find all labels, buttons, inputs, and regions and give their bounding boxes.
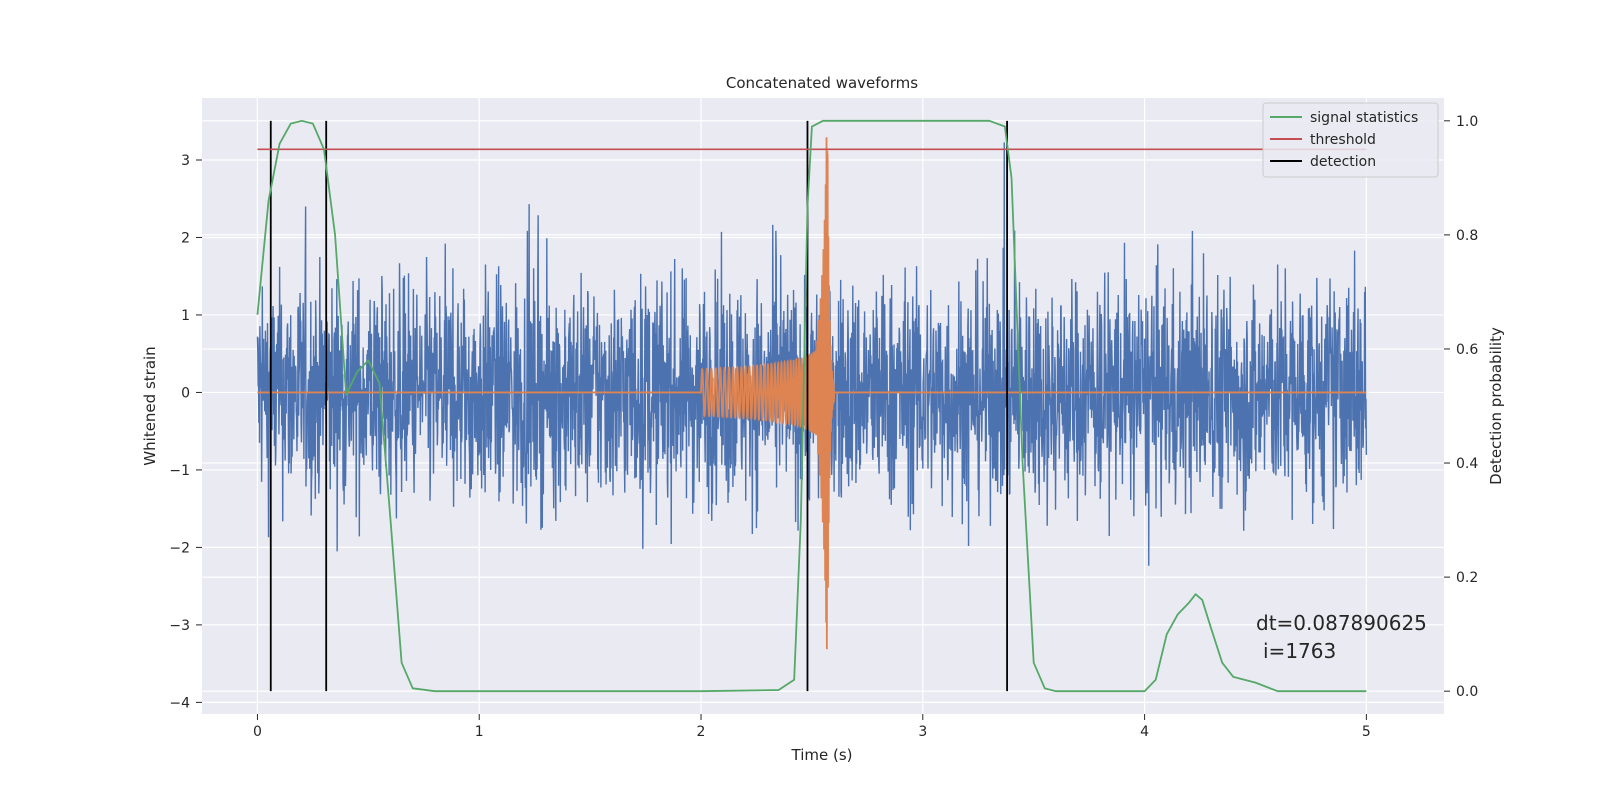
- y-tick-label: −4: [169, 695, 190, 711]
- x-tick-label: 5: [1362, 724, 1371, 740]
- legend-label: detection: [1310, 154, 1376, 170]
- x-tick-label: 4: [1140, 724, 1149, 740]
- y-axis-ticks: −4 −3 −2 −1 0 1 2 3: [169, 153, 202, 711]
- probability-series: [256, 119, 1367, 693]
- y2-tick-label: 0.8: [1456, 228, 1478, 244]
- y2-tick-label: 1.0: [1456, 114, 1478, 130]
- legend-label: threshold: [1310, 132, 1376, 148]
- x-tick-label: 2: [697, 724, 706, 740]
- y2-axis-label: Detection probability: [1487, 327, 1505, 485]
- y-tick-label: 0: [181, 385, 190, 401]
- y-tick-label: 1: [181, 308, 190, 324]
- plot-area: [202, 98, 1444, 714]
- annotation-dt: dt=0.087890625: [1256, 611, 1427, 635]
- legend-label: signal statistics: [1310, 110, 1418, 126]
- y-tick-label: −1: [169, 463, 190, 479]
- injection-series: [257, 137, 1367, 650]
- y2-axis-ticks: 0.0 0.2 0.4 0.6 0.8 1.0: [1444, 114, 1478, 700]
- injection-line: [257, 137, 1367, 650]
- y2-tick-label: 0.4: [1456, 456, 1478, 472]
- annotation-i: i=1763: [1263, 639, 1336, 663]
- chart-title: Concatenated waveforms: [726, 74, 918, 92]
- legend: signal statistics threshold detection: [1262, 102, 1439, 178]
- y-tick-label: −2: [169, 540, 190, 556]
- x-axis-ticks: 0 1 2 3 4 5: [253, 714, 1371, 740]
- y-tick-label: −3: [169, 618, 190, 634]
- x-tick-label: 3: [918, 724, 927, 740]
- y2-tick-label: 0.2: [1456, 570, 1478, 586]
- x-tick-label: 1: [475, 724, 484, 740]
- signal-statistics-line: [256, 119, 1367, 693]
- y-tick-label: 3: [181, 153, 190, 169]
- x-axis-label: Time (s): [791, 746, 853, 764]
- y-axis-label: Whitened strain: [141, 346, 159, 465]
- y2-tick-label: 0.6: [1456, 342, 1478, 358]
- y2-tick-label: 0.0: [1456, 684, 1478, 700]
- y-tick-label: 2: [181, 230, 190, 246]
- x-tick-label: 0: [253, 724, 262, 740]
- legend-box: [1262, 102, 1439, 178]
